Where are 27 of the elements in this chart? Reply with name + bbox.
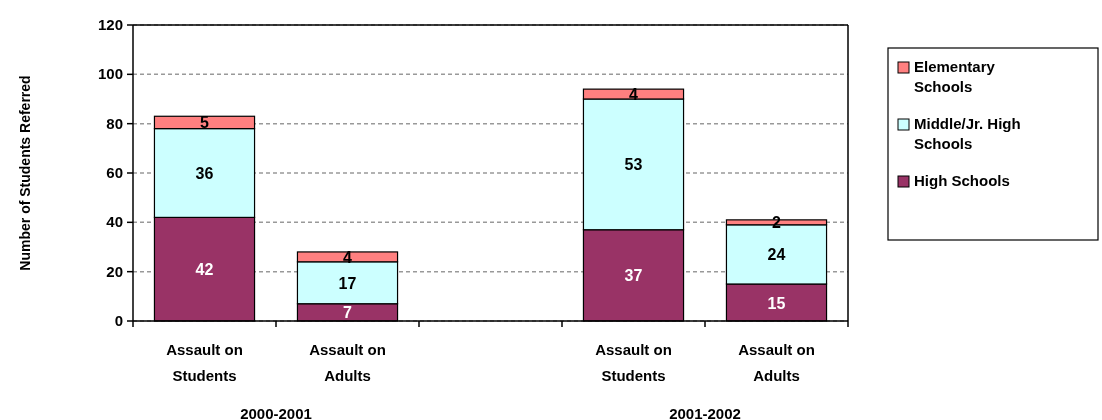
y-tick-label: 100 xyxy=(97,65,123,83)
y-tick-label: 20 xyxy=(106,262,123,280)
legend-label: Elementary Schools xyxy=(914,58,996,95)
legend-label: Middle/Jr. High Schools xyxy=(914,115,1021,152)
text: 2000-2001 xyxy=(240,405,312,420)
data-label: 15 xyxy=(767,294,786,312)
data-label: 24 xyxy=(767,246,786,264)
y-tick-label: 120 xyxy=(97,16,123,33)
data-label: 42 xyxy=(195,261,214,279)
y-tick-label: 40 xyxy=(106,213,123,231)
data-label: 53 xyxy=(624,156,643,174)
text: 2001-2002 xyxy=(669,405,741,420)
y-tick-label: 60 xyxy=(106,164,123,181)
x-tick-label: Assault on Adults xyxy=(738,341,815,384)
x-tick-label: Assault on Students xyxy=(595,341,672,384)
data-label: 36 xyxy=(195,165,214,182)
y-tick-label: 0 xyxy=(114,312,123,329)
y-tick-label: 80 xyxy=(106,114,123,132)
x-tick-label: Assault on Adults xyxy=(309,341,386,384)
data-label: 5 xyxy=(200,114,210,132)
legend-label: High Schools xyxy=(914,172,1010,189)
x-tick-label: Assault on Students xyxy=(166,341,243,384)
data-label: 7 xyxy=(343,304,353,322)
data-label: 2 xyxy=(772,214,782,232)
data-label: 17 xyxy=(338,274,357,292)
y-axis-title: Number of Students Referred xyxy=(17,75,33,271)
data-label: 37 xyxy=(624,267,643,285)
